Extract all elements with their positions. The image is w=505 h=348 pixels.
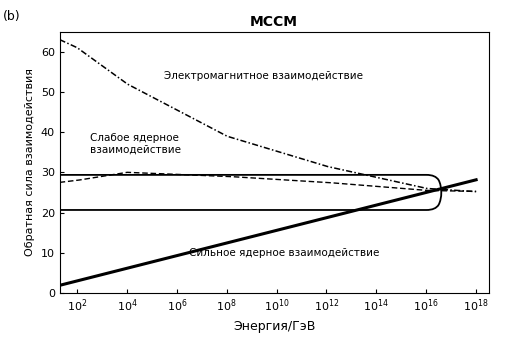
Title: МССМ: МССМ bbox=[250, 15, 298, 29]
Text: Сильное ядерное взаимодействие: Сильное ядерное взаимодействие bbox=[189, 248, 380, 258]
Y-axis label: Обратная сила взаимодействия: Обратная сила взаимодействия bbox=[25, 68, 35, 256]
X-axis label: Энергия/ГэВ: Энергия/ГэВ bbox=[233, 320, 315, 333]
Text: (b): (b) bbox=[3, 10, 20, 23]
Text: Электромагнитное взаимодействие: Электромагнитное взаимодействие bbox=[165, 71, 364, 81]
Text: Слабое ядерное
взаимодействие: Слабое ядерное взаимодействие bbox=[89, 133, 181, 155]
